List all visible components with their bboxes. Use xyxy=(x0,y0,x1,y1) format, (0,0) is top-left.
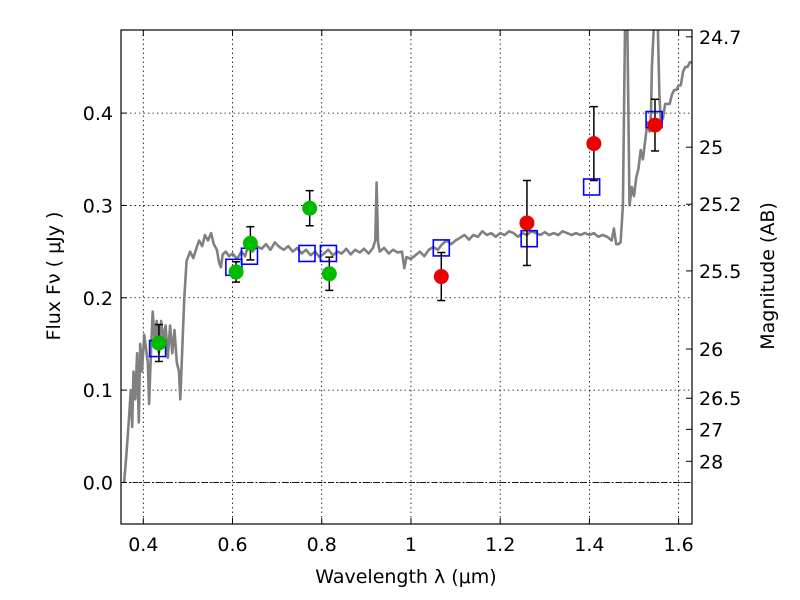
y-tick-label: 0.1 xyxy=(83,380,113,402)
ticks: 0.4 0.6 0.8 1 1.2 1.4 1.6 0.0 0.1 0.2 0.3 0.4 24.7 25… xyxy=(83,27,742,556)
y-tick-label: 0.0 xyxy=(83,472,113,494)
model-photometry-square xyxy=(582,178,601,196)
red-data-point xyxy=(433,269,449,285)
mag-tick-label: 26 xyxy=(699,339,723,361)
grid xyxy=(121,30,692,524)
y2-axis-title: Magnitude (AB) xyxy=(757,202,779,350)
y-tick-label: 0.4 xyxy=(83,103,113,125)
mag-tick-label: 25.2 xyxy=(699,194,741,216)
mag-tick-label: 25 xyxy=(699,137,723,159)
mag-tick-label: 24.7 xyxy=(699,27,741,49)
x-tick-label: 0.6 xyxy=(217,534,247,556)
green-data-point xyxy=(302,200,318,216)
x-tick-label: 1 xyxy=(405,534,417,556)
model-photometry-square xyxy=(520,229,538,248)
plot-frame xyxy=(120,29,693,525)
y-axis-title: Flux Fν ( μJy ) xyxy=(43,212,65,341)
red-data-point xyxy=(519,215,535,231)
x-tick-label: 0.8 xyxy=(307,534,337,556)
mag-tick-label: 27 xyxy=(699,419,723,441)
model-photometry-square xyxy=(298,244,316,263)
model-photometry-square xyxy=(319,244,338,263)
green-data-point xyxy=(321,266,337,282)
green-data-point xyxy=(151,335,167,351)
sed-line xyxy=(122,30,692,483)
green-data-point xyxy=(242,235,258,251)
red-data-point xyxy=(647,117,663,133)
x-tick-label: 1.2 xyxy=(485,534,515,556)
marks xyxy=(148,98,663,363)
mag-tick-label: 26.5 xyxy=(699,388,741,410)
x-tick-label: 1.6 xyxy=(664,534,694,556)
x-axis-title: Wavelength λ (μm) xyxy=(315,566,496,588)
y-tick-label: 0.3 xyxy=(83,195,113,217)
mag-tick-label: 25.5 xyxy=(699,261,741,283)
y-tick-label: 0.2 xyxy=(83,288,113,310)
green-data-point xyxy=(228,264,244,280)
mag-tick-label: 28 xyxy=(699,451,723,473)
x-tick-label: 1.4 xyxy=(574,534,604,556)
x-tick-label: 0.4 xyxy=(128,534,158,556)
sed-layer xyxy=(122,30,692,483)
red-data-point xyxy=(586,136,602,152)
